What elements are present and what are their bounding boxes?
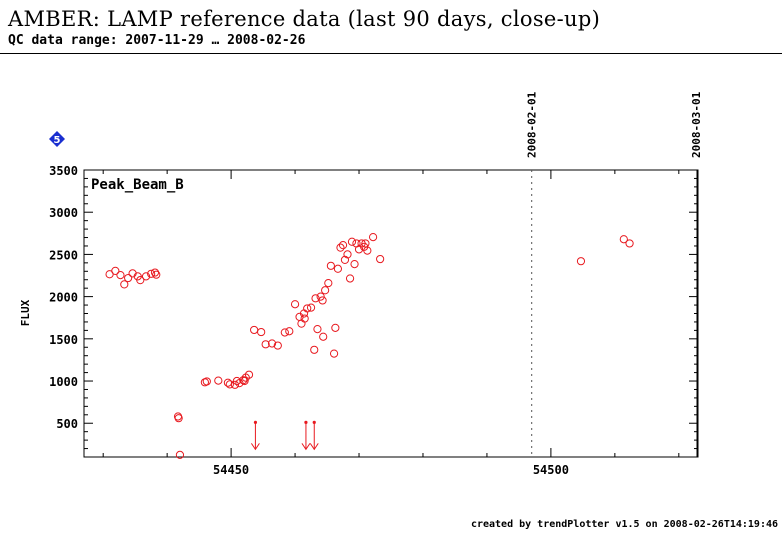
data-point [202, 377, 211, 386]
badge-diamond-icon: 5 [49, 131, 65, 147]
data-point [311, 294, 320, 303]
data-point [214, 376, 223, 385]
data-point [250, 325, 259, 335]
data-point [343, 250, 352, 259]
data-point [150, 268, 160, 277]
data-point [619, 235, 628, 244]
data-point [257, 327, 266, 337]
upper-limit-head [301, 443, 311, 451]
upper-limit-arrow [301, 420, 311, 451]
data-point [350, 260, 359, 269]
data-point [625, 239, 634, 248]
data-point [239, 376, 248, 385]
data-series [105, 233, 634, 459]
date-marker-label: 2008-03-01 [690, 91, 703, 158]
data-point [376, 254, 385, 264]
data-point [347, 237, 357, 246]
data-point [321, 286, 330, 295]
data-point [267, 339, 277, 348]
upper-limit-head [309, 443, 319, 451]
y-tick-label: 500 [56, 417, 78, 431]
upper-limit-head [250, 443, 260, 451]
data-point [306, 303, 316, 312]
data-point [116, 270, 125, 280]
data-point [338, 241, 348, 250]
data-point [261, 340, 270, 349]
data-point [152, 270, 161, 279]
data-point [324, 279, 333, 288]
data-point [120, 280, 129, 289]
data-point [368, 233, 378, 242]
axes: 500 1000 1500 2000 2500 3000 3500 54450 54500 [49, 164, 699, 477]
upper-limit-arrow [309, 420, 319, 451]
date-marker-label: 2008-02-01 [526, 91, 539, 158]
chart-subtitle: QC data range: 2007-11-29 … 2008-02-26 [8, 33, 306, 48]
chart-title: AMBER: LAMP reference data (last 90 days… [8, 7, 601, 31]
y-tick-label: 2500 [49, 248, 78, 262]
x-tick-label: 54500 [533, 463, 569, 477]
data-point [111, 266, 120, 275]
data-point [319, 332, 328, 341]
data-point [175, 450, 185, 459]
title-divider [0, 53, 782, 54]
data-point [225, 380, 234, 389]
y-axis-label: FLUX [19, 299, 32, 326]
panel-label: Peak_Beam_B [91, 177, 184, 193]
data-point [303, 304, 312, 313]
data-point [285, 327, 294, 336]
data-point [316, 292, 325, 301]
data-point [230, 380, 240, 389]
y-tick-label: 1000 [49, 375, 78, 389]
data-point [300, 314, 309, 323]
data-point [280, 328, 289, 337]
data-point [141, 272, 151, 281]
y-tick-label: 1500 [49, 333, 78, 347]
data-point [273, 341, 282, 350]
data-point [326, 261, 335, 270]
y-tick-label: 2000 [49, 291, 78, 305]
data-point [223, 378, 233, 387]
data-point [333, 264, 343, 273]
data-point [318, 296, 327, 305]
upper-limit-arrow [250, 420, 260, 451]
data-point [310, 345, 319, 354]
data-point [336, 243, 345, 252]
x-tick-label: 54450 [213, 463, 249, 477]
date-markers: 2008-02-01 2008-03-01 [526, 91, 703, 457]
data-point [345, 274, 355, 283]
data-point [329, 349, 339, 358]
data-point [576, 257, 586, 266]
data-point [147, 269, 156, 278]
data-point [244, 370, 254, 379]
data-point [290, 300, 300, 309]
badge-label: 5 [54, 135, 61, 146]
data-point [174, 414, 183, 423]
data-point [363, 246, 372, 255]
y-tick-label: 3500 [49, 164, 78, 178]
data-point [124, 273, 133, 283]
data-point [331, 323, 340, 332]
y-tick-label: 3000 [49, 206, 78, 220]
data-point [313, 325, 322, 334]
footer-credit: created by trendPlotter v1.5 on 2008-02-… [470, 519, 778, 530]
data-point [136, 276, 145, 285]
data-point [340, 255, 350, 264]
